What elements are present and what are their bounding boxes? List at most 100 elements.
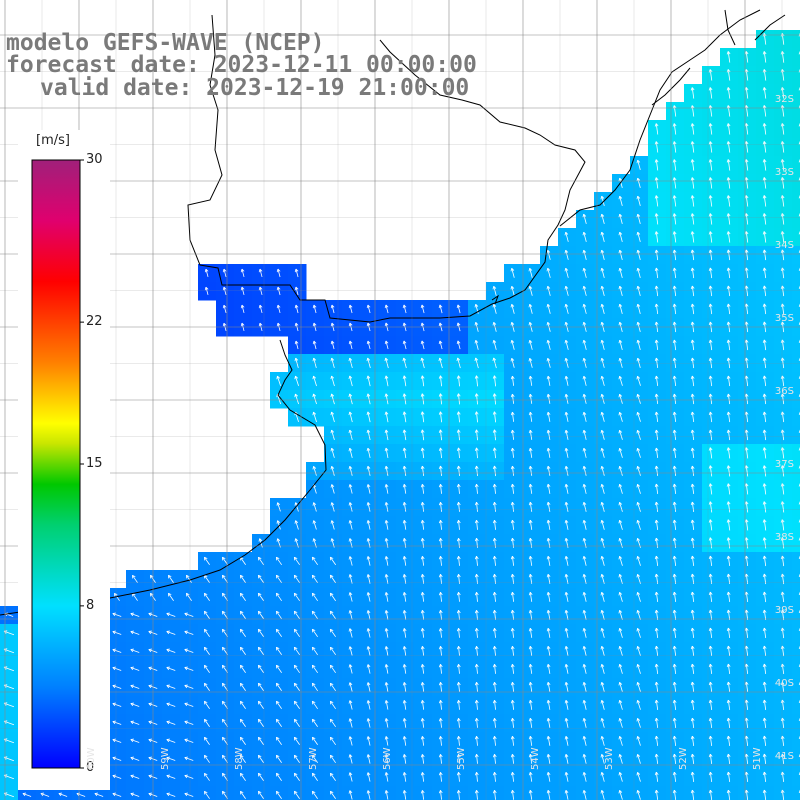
wind-arrow — [257, 664, 264, 673]
wind-arrow — [130, 684, 140, 689]
wind-arrow — [185, 592, 192, 601]
wind-arrow — [438, 718, 443, 728]
wind-arrow — [166, 756, 176, 761]
wind-arrow — [492, 591, 497, 602]
wind-arrow — [708, 249, 713, 261]
wind-arrow — [672, 303, 677, 315]
wind-arrow — [546, 447, 551, 458]
longitude-label: 54W — [530, 747, 541, 770]
wind-arrow — [492, 700, 497, 710]
wind-arrow — [600, 682, 605, 692]
wind-arrow — [239, 772, 246, 781]
wind-arrow — [672, 357, 677, 369]
wind-arrow — [636, 519, 641, 530]
wind-arrow — [204, 718, 210, 727]
wind-arrow — [366, 429, 371, 441]
wind-arrow — [276, 304, 281, 314]
wind-arrow — [672, 195, 677, 207]
wind-arrow — [420, 502, 425, 512]
wind-arrow — [600, 501, 605, 512]
wind-arrow — [474, 591, 479, 602]
wind-arrow — [366, 484, 371, 494]
wind-arrow — [510, 681, 515, 692]
wind-arrow — [330, 357, 335, 369]
wind-arrow — [456, 393, 461, 405]
wind-arrow — [708, 411, 713, 423]
wind-arrow — [654, 411, 659, 423]
wind-arrow — [257, 574, 264, 584]
wind-arrow — [708, 483, 713, 495]
wind-arrow — [366, 592, 371, 602]
wind-arrow — [438, 556, 443, 566]
wind-arrow — [564, 772, 569, 782]
wind-arrow — [690, 645, 695, 656]
wind-arrow — [366, 375, 371, 387]
wind-arrow — [690, 717, 695, 728]
wind-arrow — [636, 267, 641, 278]
wind-speed-cell — [792, 768, 800, 787]
wind-arrow — [546, 699, 551, 710]
latitude-label: 37S — [774, 459, 794, 470]
wind-arrow — [636, 231, 641, 242]
wind-arrow — [239, 664, 246, 673]
wind-arrow — [600, 267, 605, 278]
wind-arrow — [726, 483, 731, 495]
wind-arrow — [762, 285, 767, 297]
wind-arrow — [762, 735, 767, 747]
wind-arrow — [726, 573, 731, 585]
wind-arrow — [438, 501, 443, 512]
wind-arrow — [744, 681, 749, 693]
wind-arrow — [546, 754, 551, 764]
wind-arrow — [618, 303, 623, 314]
wind-arrow — [167, 574, 174, 583]
wind-speed-cell — [792, 174, 800, 193]
wind-speed-cell — [792, 552, 800, 571]
longitude-label: 52W — [678, 747, 689, 770]
wind-arrow — [654, 285, 659, 297]
wind-arrow — [329, 628, 337, 638]
wind-speed-cell — [702, 786, 721, 800]
wind-arrow — [582, 700, 587, 710]
wind-arrow — [582, 447, 587, 458]
wind-arrow — [275, 664, 282, 674]
wind-arrow — [726, 393, 731, 405]
wind-arrow — [112, 630, 122, 635]
wind-arrow — [744, 357, 749, 369]
wind-arrow — [528, 285, 533, 296]
coastline — [0, 9, 786, 616]
wind-speed-cell — [108, 786, 127, 800]
wind-speed-cell — [378, 786, 397, 800]
wind-speed-cell — [792, 534, 800, 553]
wind-arrow — [402, 754, 407, 764]
wind-arrow — [600, 249, 605, 260]
wind-speed-cell — [612, 786, 631, 800]
wind-arrow — [582, 663, 587, 674]
wind-arrow — [275, 574, 282, 584]
wind-arrow — [420, 357, 425, 369]
longitude-label: 51W — [752, 747, 763, 770]
wind-arrow — [564, 429, 569, 440]
wind-speed-cell — [792, 30, 800, 49]
wind-arrow — [311, 790, 318, 800]
wind-arrow — [600, 303, 605, 314]
wind-arrow — [528, 736, 533, 746]
wind-arrow — [293, 772, 300, 781]
wind-arrow — [420, 754, 425, 764]
wind-arrow — [582, 231, 587, 242]
wind-arrow — [438, 682, 443, 692]
map-title-model: modelo GEFS-WAVE (NCEP) — [6, 30, 325, 56]
wind-speed-field — [0, 30, 800, 800]
wind-arrow — [275, 700, 282, 709]
wind-arrow — [600, 700, 605, 710]
longitude-label: 58W — [234, 747, 245, 770]
wind-speed-cell — [198, 786, 217, 800]
wind-arrow — [456, 628, 461, 638]
wind-arrow — [618, 682, 623, 692]
wind-arrow — [438, 429, 443, 441]
wind-arrow — [618, 393, 623, 404]
wind-speed-cell — [792, 606, 800, 625]
wind-arrow — [456, 754, 461, 764]
wind-arrow — [744, 249, 749, 261]
wind-arrow — [384, 736, 389, 746]
